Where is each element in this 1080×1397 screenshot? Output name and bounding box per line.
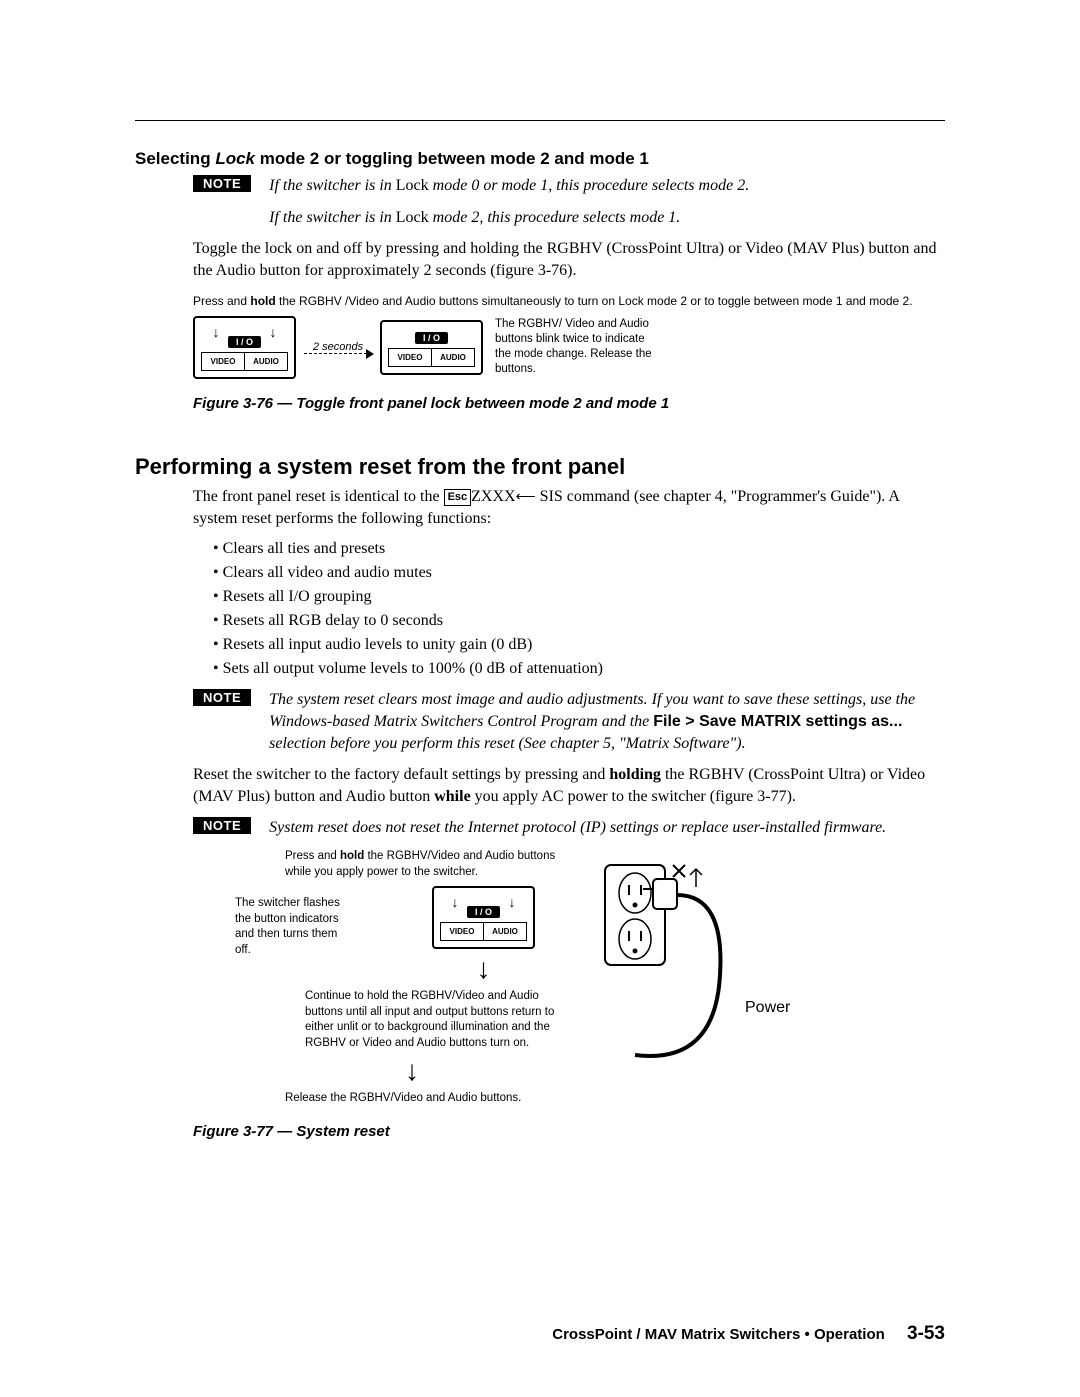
io-badge: I / O (228, 336, 261, 348)
note1-roman: Lock (396, 177, 429, 194)
fig76-side-text: The RGBHV/ Video and Audio buttons blink… (495, 317, 655, 377)
io-badge-3: I / O (467, 906, 500, 918)
fig77-step3: Release the RGBHV/Video and Audio button… (285, 1091, 565, 1107)
panel-right: I / O VIDEO AUDIO (380, 320, 483, 375)
intro-b: ZXXX (471, 488, 515, 505)
figure-77: Press and hold the RGBHV/Video and Audio… (235, 849, 945, 1107)
list-item: Resets all RGB delay to 0 seconds (213, 609, 945, 633)
paragraph-1: Toggle the lock on and off by pressing a… (193, 238, 945, 281)
note1-pre: If the switcher is in (269, 177, 396, 194)
list-item: Clears all ties and presets (213, 537, 945, 561)
fig77-left-text: The switcher flashes the button indicato… (235, 896, 355, 958)
note-2: NOTE The system reset clears most image … (193, 689, 945, 754)
note1b-pre: If the switcher is in (269, 209, 396, 226)
panel-left: ↓↓ I / O VIDEO AUDIO (193, 316, 296, 379)
note-badge: NOTE (193, 817, 251, 834)
list-item: Sets all output volume levels to 100% (0… (213, 657, 945, 681)
io-badge-2: I / O (415, 332, 448, 344)
video-button-2: VIDEO (388, 348, 432, 367)
fig76-top-b: the RGBHV /Video and Audio buttons simul… (276, 294, 913, 308)
note2-b: selection before you perform this reset … (269, 735, 745, 752)
p2-a: Reset the switcher to the factory defaul… (193, 766, 609, 783)
note-2-text: The system reset clears most image and a… (269, 689, 945, 754)
list-item: Resets all input audio levels to unity g… (213, 633, 945, 657)
s1a: Press and (285, 850, 340, 862)
note1-post: mode 0 or mode 1, this procedure selects… (429, 177, 750, 194)
arrow-down-icon: ↓ (432, 955, 535, 983)
power-label: Power (745, 999, 790, 1017)
intro-a: The front panel reset is identical to th… (193, 488, 444, 505)
list-item: Resets all I/O grouping (213, 585, 945, 609)
figure-76: Press and hold the RGBHV /Video and Audi… (193, 293, 945, 379)
note1b-post: mode 2, this procedure selects mode 1. (429, 209, 681, 226)
page: Selecting Lock mode 2 or toggling betwee… (0, 0, 1080, 1397)
note-1-text: If the switcher is in Lock mode 0 or mod… (269, 175, 749, 228)
list-item: Clears all video and audio mutes (213, 561, 945, 585)
seconds-label: 2 seconds (313, 341, 363, 353)
paragraph-2: Reset the switcher to the factory defaul… (193, 764, 945, 807)
fig77-step2: Continue to hold the RGBHV/Video and Aud… (305, 989, 565, 1051)
note1b-roman: Lock (396, 209, 429, 226)
note-3-text: System reset does not reset the Internet… (269, 817, 886, 839)
heading-pre: Selecting (135, 149, 215, 168)
audio-button-3: AUDIO (484, 922, 527, 941)
note-badge: NOTE (193, 689, 251, 706)
p2-bold2: while (434, 788, 470, 805)
note2-bold: File > Save MATRIX settings as... (653, 713, 902, 730)
page-number: 3-53 (907, 1323, 945, 1344)
fig77-step1: Press and hold the RGBHV/Video and Audio… (285, 849, 565, 880)
note-1: NOTE If the switcher is in Lock mode 0 o… (193, 175, 945, 228)
page-footer: CrossPoint / MAV Matrix Switchers • Oper… (552, 1323, 945, 1345)
bullet-list: Clears all ties and presets Clears all v… (213, 537, 945, 681)
video-button-3: VIDEO (440, 922, 484, 941)
note-badge: NOTE (193, 175, 251, 192)
section-heading: Selecting Lock mode 2 or toggling betwee… (135, 149, 945, 169)
fig77-caption: Figure 3-77 — System reset (193, 1123, 945, 1140)
esc-key-icon: Esc (444, 489, 472, 506)
heading-post: mode 2 or toggling between mode 2 and mo… (255, 149, 649, 168)
heading-italic: Lock (215, 149, 255, 168)
p2-c: you apply AC power to the switcher (figu… (471, 788, 796, 805)
audio-button: AUDIO (245, 352, 288, 371)
fig76-caption: Figure 3-76 — Toggle front panel lock be… (193, 395, 945, 412)
note-3: NOTE System reset does not reset the Int… (193, 817, 945, 839)
footer-text: CrossPoint / MAV Matrix Switchers • Oper… (552, 1326, 885, 1343)
subheading: Performing a system reset from the front… (135, 454, 945, 480)
arrow-down-icon: ↓ (405, 1057, 565, 1085)
p2-bold1: holding (609, 766, 661, 783)
panel-77: ↓↓ I / O VIDEO AUDIO ↓ (432, 886, 535, 989)
dashed-arrow (304, 353, 372, 354)
s1b: hold (340, 850, 364, 862)
audio-button-2: AUDIO (432, 348, 475, 367)
intro-paragraph: The front panel reset is identical to th… (193, 486, 945, 529)
top-rule (135, 120, 945, 121)
video-button: VIDEO (201, 352, 245, 371)
power-outlet-icon (595, 855, 725, 1085)
fig76-top-bold: hold (250, 294, 275, 308)
fig76-top-a: Press and (193, 294, 250, 308)
fig76-instruction: Press and hold the RGBHV /Video and Audi… (193, 293, 945, 309)
